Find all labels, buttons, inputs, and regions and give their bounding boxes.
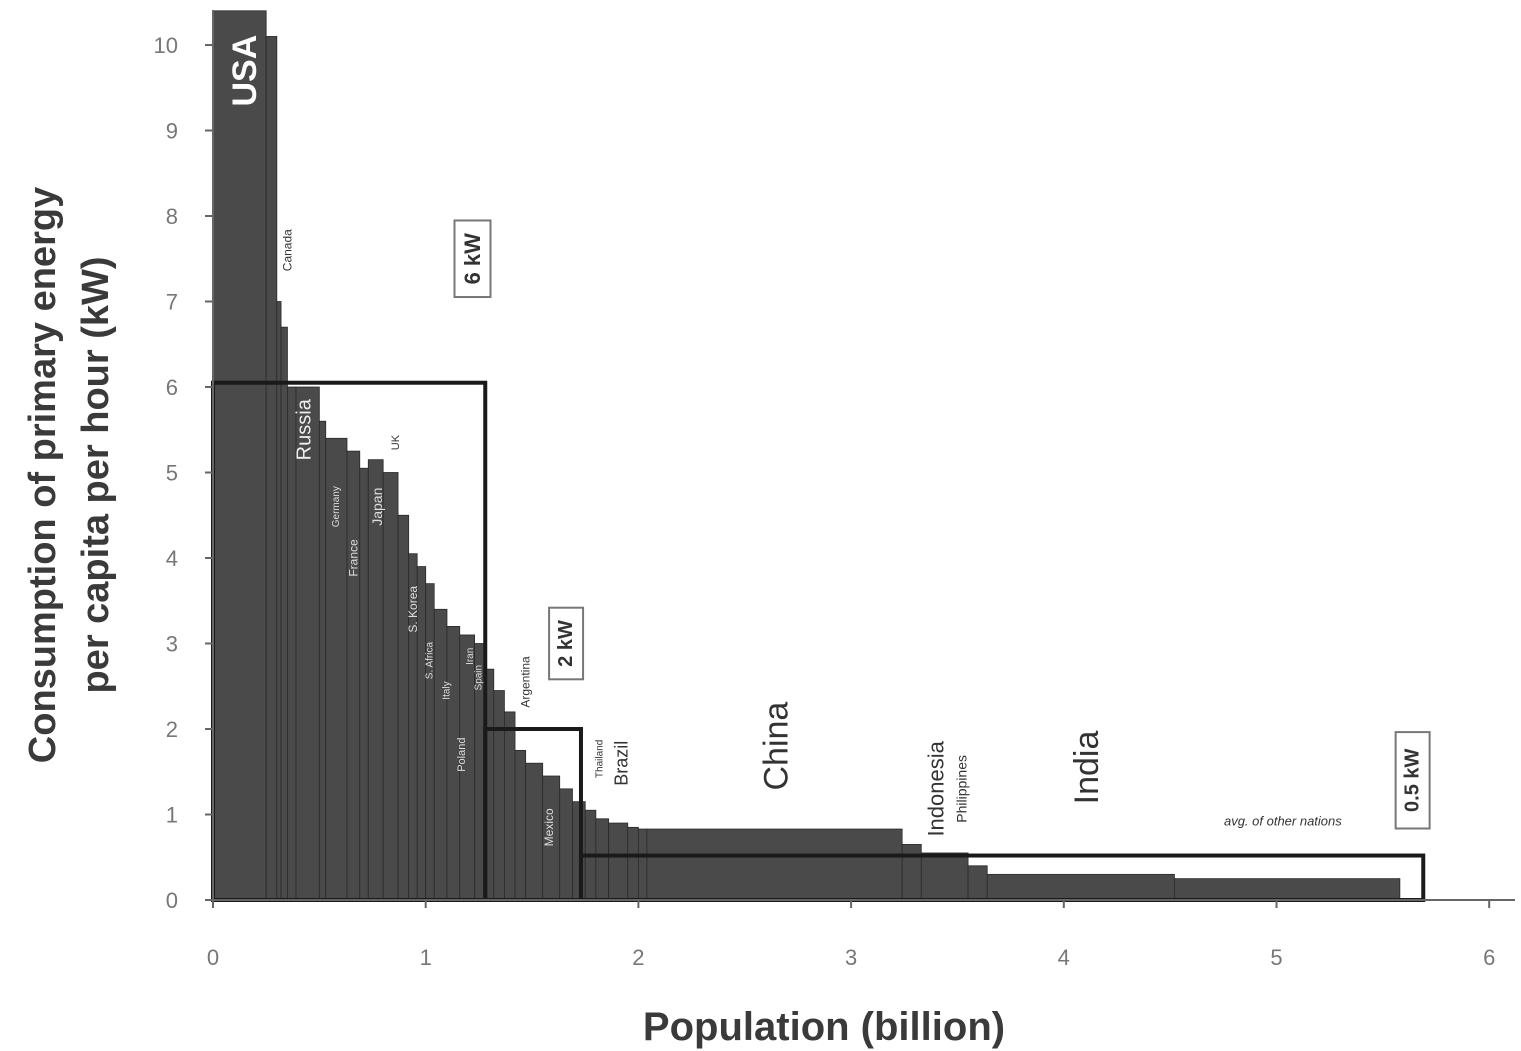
reference-label: 6 kW — [460, 233, 485, 285]
country-label: China — [758, 702, 796, 791]
y-tick-label: 1 — [166, 803, 178, 828]
country-label: Poland — [456, 738, 468, 772]
bar — [967, 865, 988, 901]
x-tick-label: 4 — [1058, 945, 1070, 970]
bar — [920, 852, 969, 901]
bar — [986, 873, 1175, 901]
bar — [265, 36, 278, 901]
x-axis-title: Population (billion) — [643, 1005, 1005, 1049]
reference-label-box — [1394, 731, 1431, 830]
bar — [525, 762, 544, 901]
country-label: Iran — [465, 648, 476, 665]
y-axis-title-line-2: per capita per hour (kW) — [75, 256, 117, 693]
axes: 0 1 2 3 4 5 6 0 1 2 3 4 5 6 7 8 9 10 — [154, 10, 1515, 970]
bars-layer — [212, 10, 1401, 901]
y-tick-label: 4 — [166, 546, 178, 571]
bar — [595, 818, 610, 901]
bar — [346, 450, 361, 901]
country-label: UK — [390, 434, 402, 450]
y-tick-label: 2 — [166, 717, 178, 742]
bar — [382, 472, 399, 901]
bar — [287, 386, 297, 901]
country-label: Indonesia — [924, 740, 949, 836]
country-label: USA — [226, 35, 264, 107]
y-tick-label: 7 — [166, 290, 178, 315]
bar — [646, 828, 903, 901]
y-axis-title-line-1: Consumption of primary energy — [22, 187, 64, 763]
country-label: Philippines — [954, 755, 970, 823]
bar — [493, 690, 505, 901]
country-label: Italy — [441, 681, 452, 699]
bar — [212, 10, 267, 901]
bar — [425, 583, 435, 901]
reference-label-box — [453, 219, 492, 299]
bar — [514, 749, 527, 901]
y-tick-label: 9 — [166, 119, 178, 144]
country-label: India — [1068, 731, 1106, 805]
x-tick-label: 2 — [632, 945, 644, 970]
country-label: Argentina — [519, 656, 533, 708]
bar — [638, 828, 648, 901]
bar — [1174, 878, 1401, 901]
bar — [559, 788, 573, 901]
country-label: Japan — [369, 488, 385, 526]
bar — [503, 711, 516, 901]
bar — [295, 386, 320, 901]
y-tick-label: 10 — [154, 33, 178, 58]
country-label: Canada — [280, 229, 294, 271]
x-tick-label: 1 — [420, 945, 432, 970]
country-label: Brazil — [611, 741, 631, 786]
y-tick-label: 0 — [166, 888, 178, 913]
country-label: Russia — [293, 398, 315, 460]
x-tick-label: 5 — [1270, 945, 1282, 970]
country-label: Mexico — [542, 808, 556, 846]
country-label: Germany — [331, 486, 342, 527]
country-label: S. Korea — [406, 586, 420, 633]
bar — [572, 801, 586, 901]
bar — [901, 844, 922, 901]
y-tick-label: 5 — [166, 461, 178, 486]
reference-label: 0.5 kW — [1402, 748, 1424, 811]
bar — [608, 822, 629, 901]
x-tick-label: 0 — [207, 945, 219, 970]
reference-label-box — [548, 606, 585, 681]
bar — [280, 326, 288, 901]
x-tick-label: 6 — [1483, 945, 1495, 970]
bar — [318, 420, 327, 901]
labels: USA Canada Russia UK Germany Japan France S. Ko… — [226, 35, 1431, 846]
country-label: S. Africa — [424, 642, 435, 680]
x-tick-label: 3 — [845, 945, 857, 970]
country-label: Thailand — [595, 740, 606, 778]
bar — [359, 467, 369, 901]
bar — [397, 514, 410, 901]
bar — [433, 608, 448, 901]
annotation: avg. of other nations — [1224, 814, 1342, 829]
y-tick-label: 8 — [166, 204, 178, 229]
bar — [627, 826, 639, 901]
y-tick-label: 6 — [166, 375, 178, 400]
reference-label: 2 kW — [555, 620, 577, 667]
bar — [276, 301, 282, 901]
y-tick-label: 3 — [166, 632, 178, 657]
country-label: Spain — [473, 665, 484, 691]
country-label: France — [346, 539, 360, 577]
